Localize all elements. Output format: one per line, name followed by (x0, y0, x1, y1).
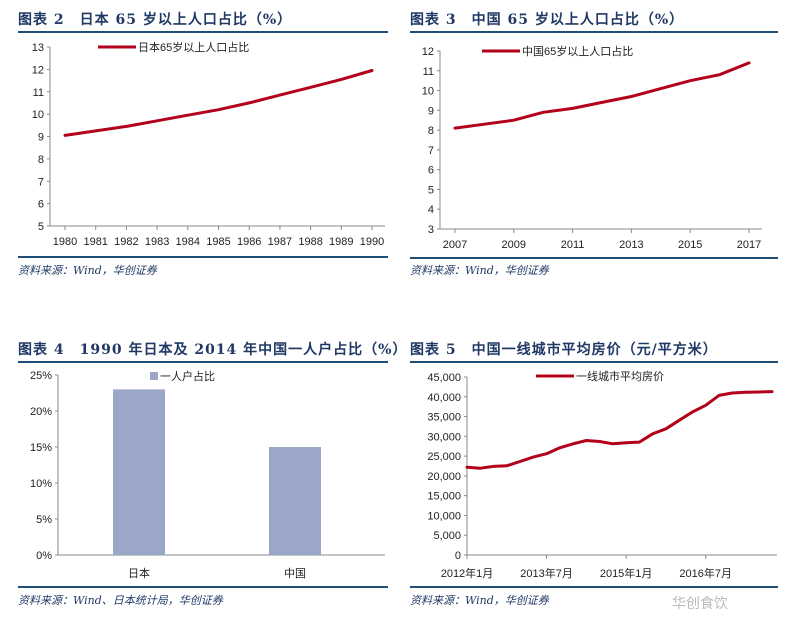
x-tick-label: 2016年7月 (679, 566, 732, 580)
x-tick-label: 1982 (114, 236, 138, 248)
divider (18, 586, 388, 588)
x-tick-label: 1990 (360, 236, 384, 248)
series-line (63, 69, 374, 137)
divider (410, 257, 778, 259)
y-tick-label: 20,000 (427, 471, 461, 483)
x-tick-label: 2015 (678, 239, 702, 251)
chart5-source: 资料来源：Wind，华创证券 (410, 594, 549, 607)
y-tick-label: 12 (422, 46, 434, 58)
y-tick-label: 15% (30, 442, 52, 454)
y-tick-label: 15,000 (427, 491, 461, 503)
x-tick-label: 1984 (176, 236, 200, 248)
y-tick-label: 8 (428, 125, 434, 137)
chart3-title: 图表 3 中国 65 岁以上人口占比（%） (410, 12, 685, 28)
legend-label: 一人户占比 (160, 369, 215, 383)
y-tick-label: 25,000 (427, 451, 461, 463)
y-tick-label: 25% (30, 370, 52, 382)
x-tick-label: 2012年1月 (441, 566, 494, 580)
y-tick-label: 9 (38, 132, 44, 144)
legend-label: 中国65岁以上人口占比 (522, 44, 633, 58)
y-tick-label: 30,000 (427, 431, 461, 443)
legend-label: 日本65岁以上人口占比 (138, 40, 249, 54)
y-tick-label: 8 (38, 154, 44, 166)
x-tick-label: 2011 (561, 239, 585, 251)
x-tick-label: 1980 (53, 236, 77, 248)
series-line (465, 390, 774, 470)
series-line (453, 61, 751, 130)
bar-中国 (269, 447, 321, 555)
divider (410, 586, 778, 588)
y-tick-label: 0 (455, 550, 461, 562)
y-tick-label: 6 (38, 199, 44, 211)
divider (18, 31, 388, 33)
x-tick-label: 2015年1月 (600, 566, 653, 580)
y-tick-label: 13 (32, 42, 44, 54)
x-tick-label: 2009 (502, 239, 526, 251)
y-tick-label: 11 (33, 87, 44, 99)
x-tick-label: 1987 (268, 236, 292, 248)
chart2-source: 资料来源：Wind，华创证券 (18, 264, 157, 277)
bar-日本 (113, 389, 165, 555)
chart3-source: 资料来源：Wind，华创证券 (410, 264, 549, 277)
x-tick-label: 1981 (83, 236, 107, 248)
y-tick-label: 4 (428, 204, 434, 216)
x-tick-label: 1988 (298, 236, 322, 248)
y-tick-label: 35,000 (427, 412, 461, 424)
y-tick-label: 0% (36, 550, 52, 562)
y-tick-label: 5,000 (433, 530, 461, 542)
x-tick-label: 1986 (237, 236, 261, 248)
y-tick-label: 9 (428, 105, 434, 117)
x-tick-label: 2007 (443, 239, 467, 251)
chart4-title: 图表 4 1990 年日本及 2014 年中国一人户占比（%） (18, 342, 408, 358)
y-tick-label: 10% (30, 478, 52, 490)
y-tick-label: 10 (422, 86, 434, 98)
y-tick-label: 10 (32, 109, 44, 121)
chart4-source: 资料来源：Wind、日本统计局，华创证券 (18, 594, 223, 607)
chart5-title: 图表 5 中国一线城市平均房价（元/平方米） (410, 342, 718, 358)
legend-swatch (150, 372, 158, 380)
y-tick-label: 5 (428, 184, 434, 196)
divider (410, 361, 778, 363)
x-tick-label: 日本 (128, 566, 150, 580)
divider (410, 31, 778, 33)
x-tick-label: 2017 (737, 239, 761, 251)
y-tick-label: 6 (428, 165, 434, 177)
x-tick-label: 2013年7月 (520, 566, 573, 580)
y-tick-label: 11 (423, 66, 434, 78)
y-tick-label: 7 (38, 176, 44, 188)
y-tick-label: 5 (38, 221, 44, 233)
legend-label: 一线城市平均房价 (576, 369, 664, 383)
y-tick-label: 5% (36, 514, 52, 526)
y-tick-label: 12 (32, 64, 44, 76)
y-tick-label: 3 (428, 224, 434, 236)
y-tick-label: 40,000 (427, 392, 461, 404)
chart2-title: 图表 2 日本 65 岁以上人口占比（%） (18, 12, 293, 28)
x-tick-label: 1983 (145, 236, 169, 248)
x-tick-label: 1985 (206, 236, 230, 248)
watermark: 华创食饮 (672, 595, 728, 611)
x-tick-label: 1989 (329, 236, 353, 248)
y-tick-label: 10,000 (427, 510, 461, 522)
y-tick-label: 20% (30, 406, 52, 418)
x-tick-label: 中国 (284, 567, 306, 580)
y-tick-label: 45,000 (427, 372, 461, 384)
y-tick-label: 7 (428, 145, 434, 157)
divider (18, 256, 388, 258)
x-tick-label: 2013 (619, 239, 643, 251)
divider (18, 361, 388, 363)
